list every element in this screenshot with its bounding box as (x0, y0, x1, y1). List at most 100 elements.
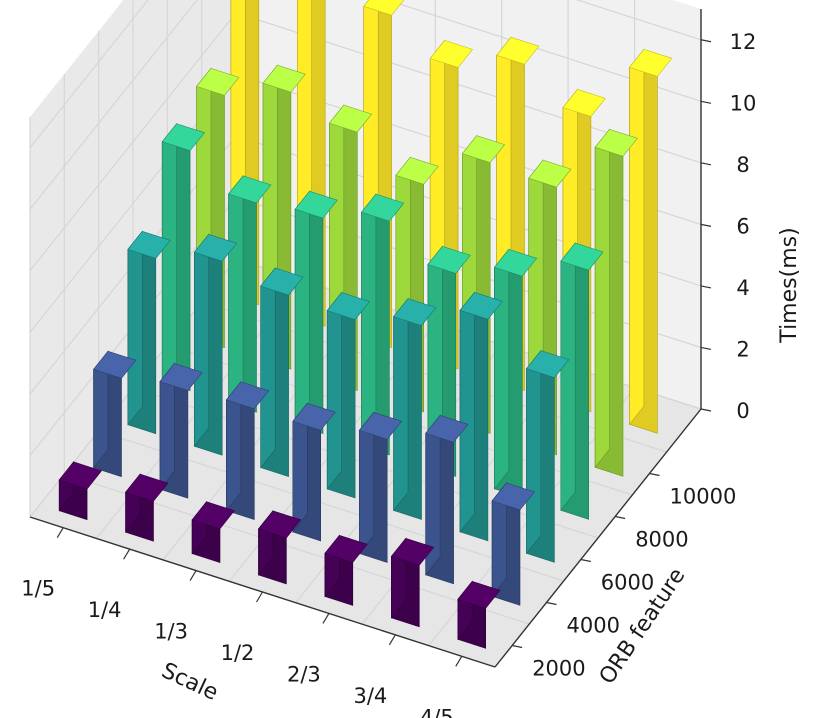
x-tick (56, 527, 64, 539)
bar-top (193, 233, 238, 262)
z-tick (700, 223, 712, 227)
bar-top (292, 402, 336, 431)
z-tick (700, 408, 712, 412)
bar-top (93, 350, 137, 379)
bar-top (525, 350, 570, 379)
z-tick-label: 10 (730, 91, 757, 115)
y-tick-label: 8000 (635, 528, 688, 552)
bar-top (628, 48, 673, 77)
bar-top (161, 123, 206, 152)
bar-side (560, 242, 576, 512)
bar (93, 350, 137, 478)
z-tick-label: 2 (736, 338, 749, 362)
bar (358, 411, 403, 563)
bar-top (461, 135, 506, 164)
chart-bars (58, 0, 673, 649)
y-tick (615, 515, 626, 520)
bar-side (326, 291, 342, 490)
z-tick-label: 0 (736, 399, 749, 423)
bar-side (260, 267, 276, 469)
bar-top (363, 0, 405, 16)
bar (360, 193, 405, 456)
bar-top (594, 128, 638, 157)
z-tick (700, 100, 712, 104)
z-tick (700, 162, 712, 166)
bar (127, 230, 171, 435)
bar (161, 122, 206, 392)
bar (425, 414, 469, 585)
x-tick-label: 1/4 (88, 598, 122, 622)
bar-top (294, 190, 338, 219)
z-tick (700, 39, 712, 43)
bar (525, 349, 570, 563)
bar-side (161, 122, 177, 383)
bar-top (457, 580, 501, 609)
bar-top (326, 292, 371, 320)
x-tick (123, 548, 131, 560)
bar (191, 500, 235, 564)
bar-top (360, 193, 405, 222)
z-tick (700, 346, 712, 351)
bar (225, 380, 270, 521)
bar-top (459, 291, 503, 320)
bar-side (629, 48, 645, 426)
x-tick-label: 4/5 (420, 705, 454, 718)
bar (390, 537, 435, 628)
bar-top (159, 363, 203, 391)
bar (58, 461, 103, 521)
x-tick (455, 655, 463, 667)
bar (491, 482, 535, 606)
bar (493, 248, 538, 499)
bar-top (58, 461, 103, 490)
bar-top (395, 156, 439, 185)
z-tick (700, 285, 712, 289)
bar-side (494, 248, 510, 490)
x-tick (255, 591, 264, 603)
x-tick-label: 3/4 (354, 684, 388, 708)
bar (628, 48, 673, 434)
bar-top (425, 414, 469, 443)
bar-side (526, 349, 542, 555)
bar-top (493, 248, 538, 277)
bar-top (127, 230, 171, 259)
y-tick (580, 558, 591, 563)
bar (393, 297, 437, 520)
bar-top (191, 501, 235, 530)
x-tick-label: 1/2 (221, 641, 255, 665)
bar-top (560, 242, 604, 271)
bar-top (491, 482, 535, 511)
bar-top (328, 104, 373, 133)
bar (326, 291, 371, 499)
bar-top (496, 36, 540, 65)
bar-top (125, 473, 169, 502)
bar (193, 233, 238, 456)
bar-side (361, 193, 377, 447)
y-tick-label: 10000 (670, 485, 737, 509)
bar-top (262, 64, 306, 93)
z-axis-label: Times(ms) (777, 227, 802, 343)
x-tick-label: 1/3 (154, 620, 188, 644)
bar-top (324, 534, 368, 563)
bar-side (393, 297, 409, 512)
bar-top (390, 537, 435, 566)
z-tick-label: 4 (736, 276, 749, 300)
bar (125, 473, 169, 542)
bar-top (225, 381, 270, 410)
x-tick-label: 1/5 (21, 577, 55, 601)
bar-top (427, 245, 471, 274)
bar-side (294, 190, 310, 426)
bar-side (127, 230, 143, 426)
bar-top (562, 89, 606, 117)
x-tick-label: 2/3 (287, 662, 321, 686)
bar (560, 242, 604, 520)
z-tick-label: 6 (736, 214, 749, 238)
y-tick (546, 601, 557, 606)
bar-top (528, 159, 572, 188)
x-tick (322, 613, 330, 624)
bar-top (257, 510, 302, 539)
bar-top (393, 298, 437, 326)
bar-top (260, 267, 304, 296)
bar (257, 509, 302, 585)
bar-side (459, 291, 475, 533)
y-tick (649, 472, 660, 477)
